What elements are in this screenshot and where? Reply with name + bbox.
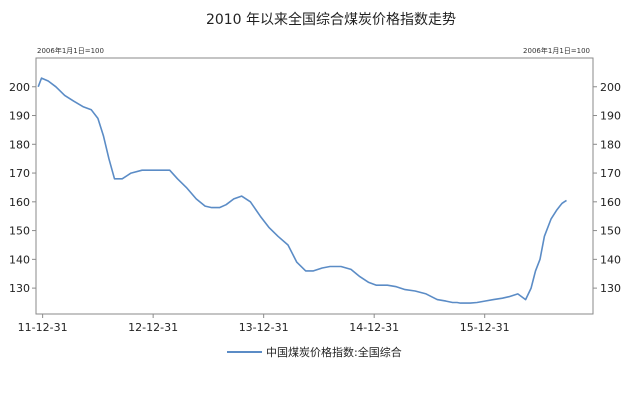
y-tick-label-left: 130 [9,282,30,295]
y-tick-label-right: 200 [600,81,621,94]
y-tick-label-left: 170 [9,167,30,180]
x-tick-label: 15-12-31 [460,321,510,334]
y-tick-label-right: 190 [600,110,621,123]
x-tick-label: 12-12-31 [128,321,178,334]
y-tick-label-left: 160 [9,196,30,209]
y-tick-label-left: 190 [9,110,30,123]
y-tick-label-left: 150 [9,225,30,238]
chart-series [37,77,567,304]
x-tick-label: 13-12-31 [239,321,289,334]
right-axis-note: 2006年1月1日=100 [523,46,590,55]
y-tick-label-right: 170 [600,167,621,180]
plot-frame [35,57,594,315]
chart-title: 2010 年以来全国综合煤炭价格指数走势 [206,11,456,28]
x-tick-label: 14-12-31 [349,321,399,334]
y-tick-label-left: 140 [9,253,30,266]
y-tick-label-right: 130 [600,282,621,295]
y-tick-label-right: 180 [600,138,621,151]
y-tick-label-right: 160 [600,196,621,209]
chart-axes: 130 130 140 140 150 150 160 160 170 170 180 180 190 1… [9,57,621,334]
series-line [37,77,567,304]
x-tick-label: 11-12-31 [18,321,68,334]
y-tick-label-right: 140 [600,253,621,266]
y-tick-label-left: 200 [9,81,30,94]
y-tick-label-left: 180 [9,138,30,151]
legend: 中国煤炭价格指数:全国综合 [227,345,402,359]
left-axis-note: 2006年1月1日=100 [37,46,104,55]
y-tick-label-right: 150 [600,225,621,238]
legend-label: 中国煤炭价格指数:全国综合 [266,345,402,359]
